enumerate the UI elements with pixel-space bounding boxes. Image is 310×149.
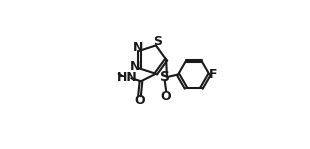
Text: S: S [153,35,162,48]
Text: O: O [161,90,171,103]
Text: O: O [134,94,145,107]
Text: N: N [130,60,140,73]
Text: HN: HN [117,71,138,84]
Text: F: F [209,68,217,81]
Text: N: N [133,41,144,54]
Text: S: S [160,70,170,84]
